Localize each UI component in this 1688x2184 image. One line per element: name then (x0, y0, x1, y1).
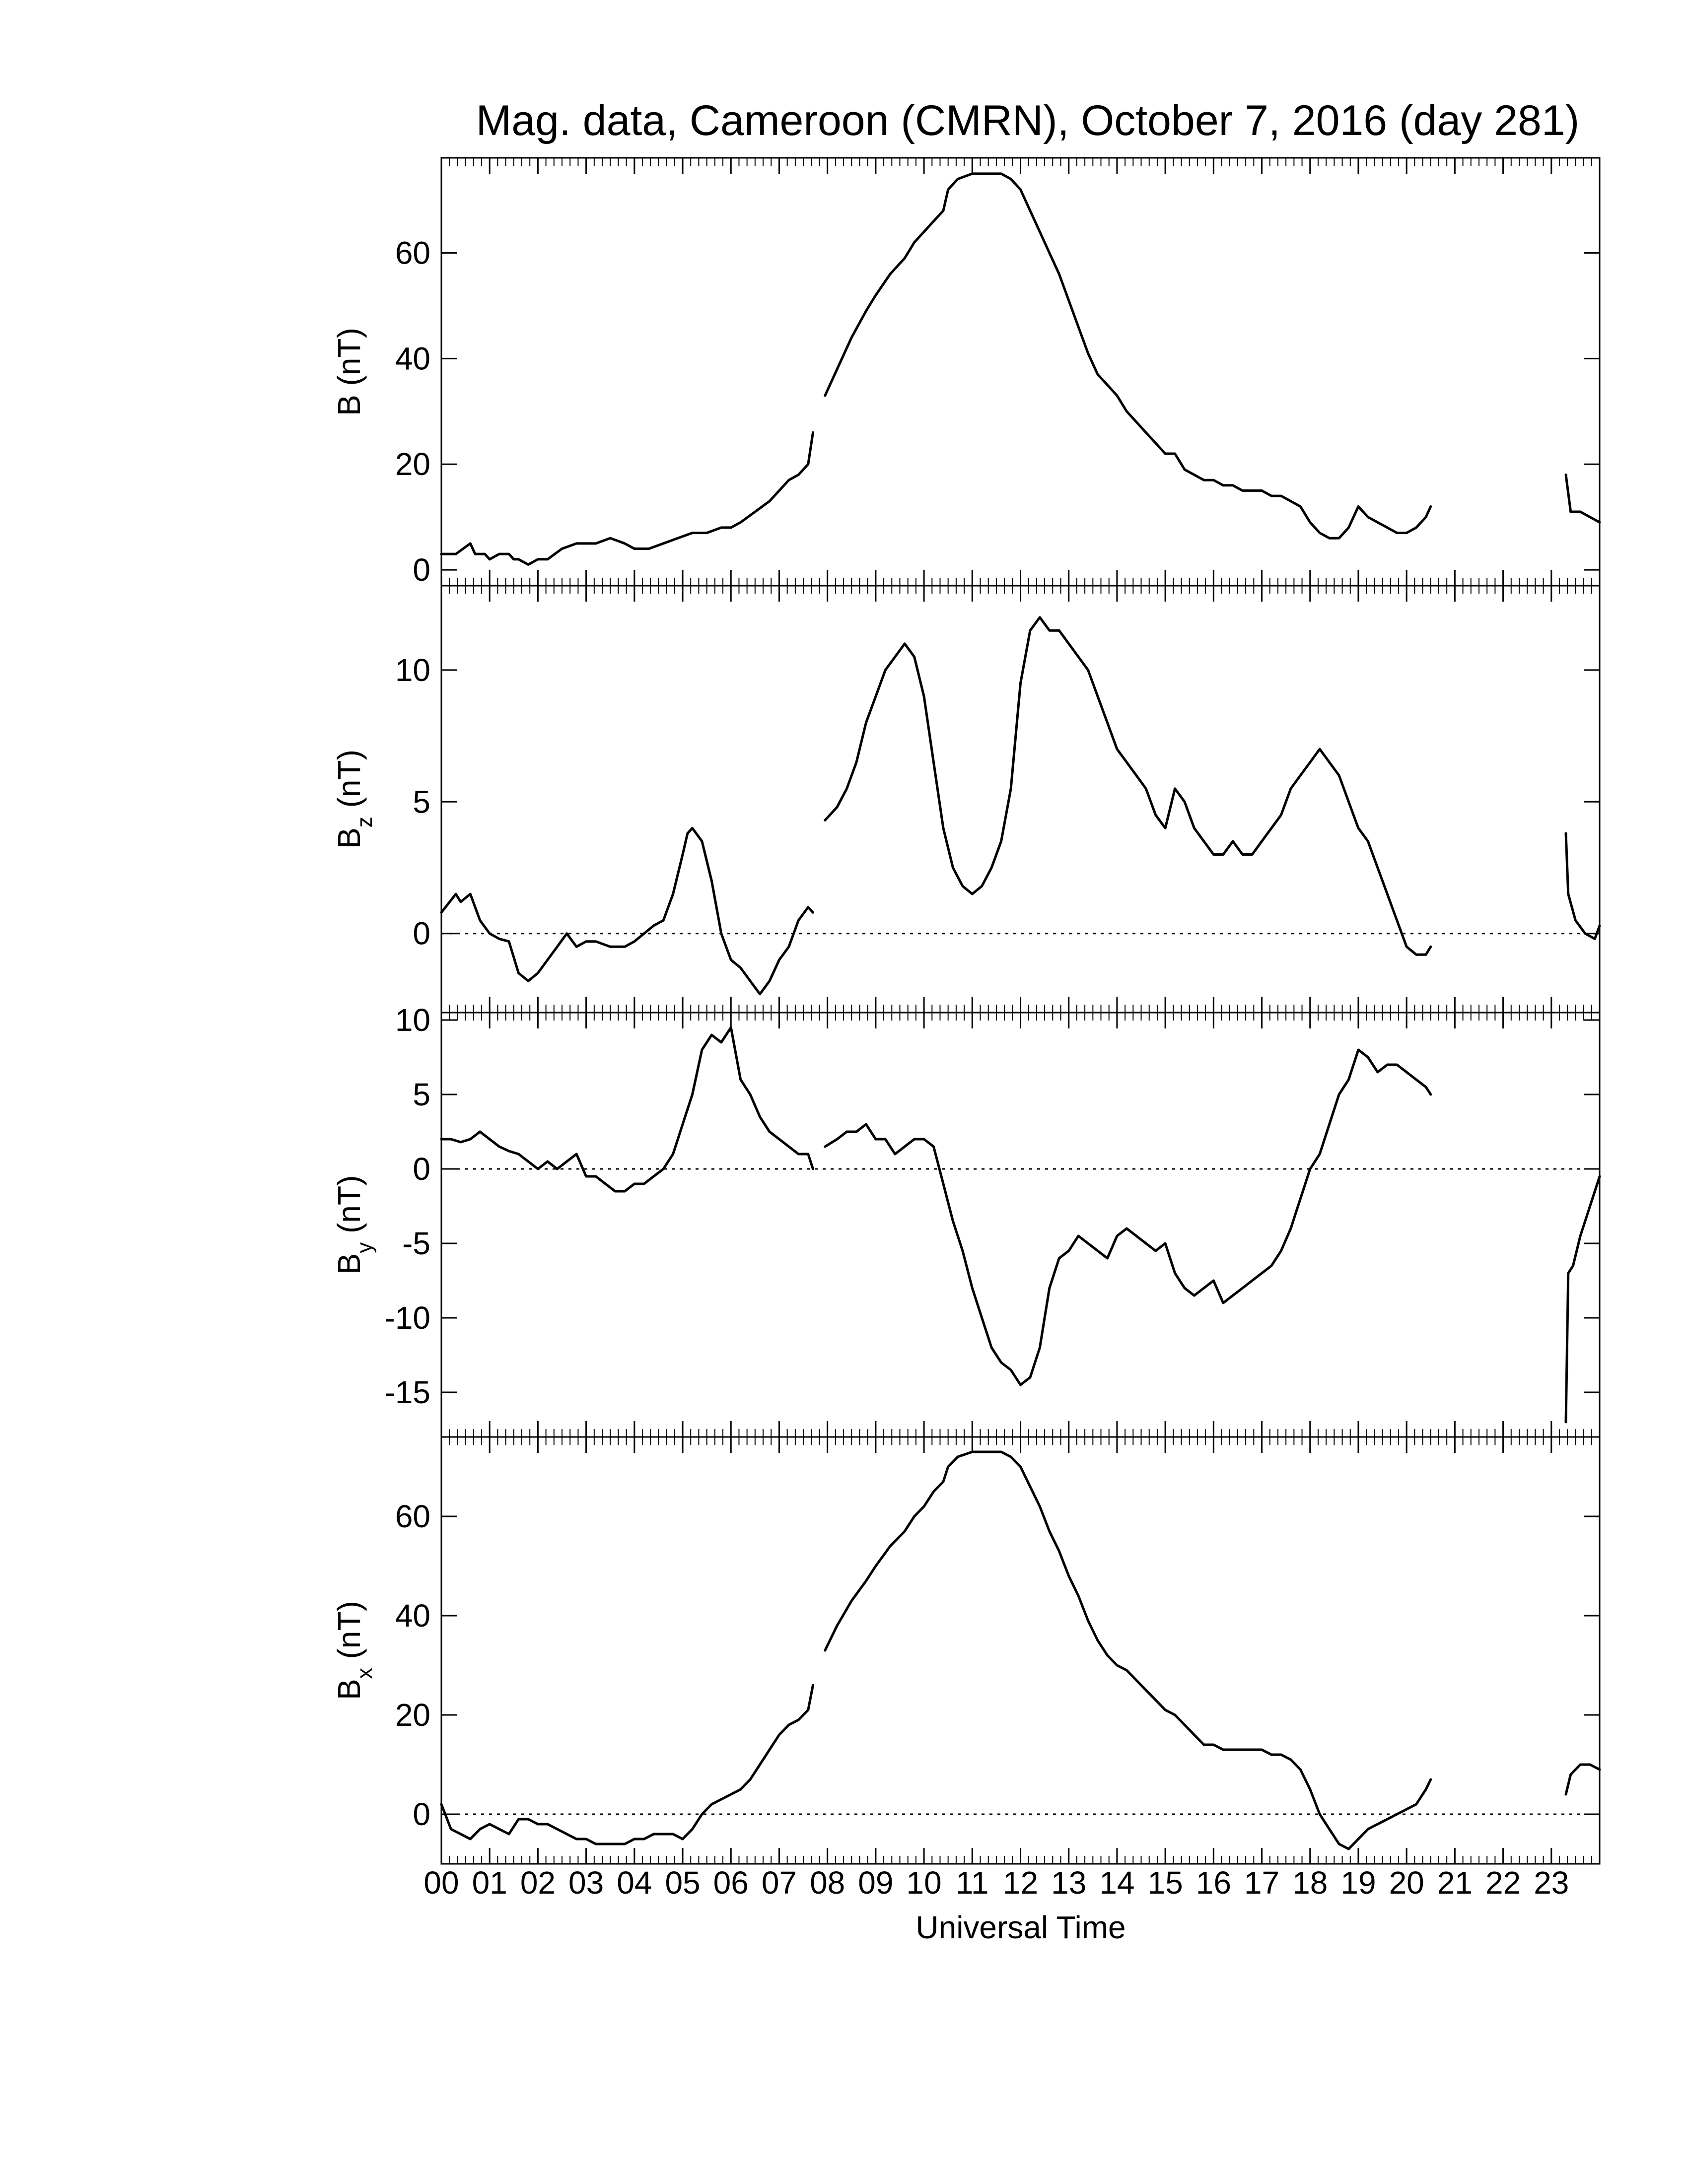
x-tick-label: 01 (472, 1865, 507, 1901)
y-axis-title-unit: (nT) (331, 328, 367, 395)
series-line-B (440, 431, 814, 566)
y-tick-label: 0 (413, 1796, 430, 1832)
y-tick-label: -10 (385, 1300, 431, 1336)
y-axis-title-main: B (331, 827, 367, 849)
x-tick-label: 16 (1196, 1865, 1231, 1901)
y-tick-label: -5 (402, 1226, 430, 1261)
y-axis-title-main: B (331, 395, 367, 416)
panel-frame (440, 157, 1601, 587)
y-axis-title-subscript: z (352, 817, 377, 827)
x-tick-label: 00 (423, 1865, 459, 1901)
series-line-By (824, 1048, 1432, 1386)
y-tick-label: 40 (395, 341, 430, 376)
x-tick-label: 20 (1389, 1865, 1424, 1901)
x-tick-label: 14 (1099, 1865, 1134, 1901)
y-axis-title: Bx (nT) (331, 1601, 377, 1700)
y-axis-title-main: B (331, 1679, 367, 1700)
x-tick-label: 07 (762, 1865, 797, 1901)
panel-frame (440, 1012, 1601, 1438)
x-tick-label: 08 (810, 1865, 845, 1901)
y-tick-label: -15 (385, 1374, 431, 1410)
x-tick-label: 12 (1003, 1865, 1038, 1901)
series-line-Bx (824, 1450, 1432, 1850)
panel-frame (440, 585, 1601, 1014)
x-tick-label: 04 (617, 1865, 652, 1901)
x-tick-label: 09 (858, 1865, 893, 1901)
y-axis-title: By (nT) (331, 1175, 377, 1275)
series-line-Bx (440, 1684, 814, 1845)
y-tick-label: 40 (395, 1598, 430, 1634)
series-line-B (1564, 474, 1601, 524)
y-tick-label: 20 (395, 446, 430, 482)
x-tick-label: 10 (906, 1865, 941, 1901)
series-line-Bz (1564, 832, 1601, 940)
y-tick-label: 10 (395, 1002, 430, 1038)
x-tick-label: 06 (713, 1865, 749, 1901)
x-tick-label: 05 (665, 1865, 700, 1901)
y-tick-label: 5 (413, 1077, 430, 1112)
y-axis-title-unit: (nT) (331, 1175, 367, 1242)
y-tick-label: 0 (413, 1151, 430, 1187)
y-tick-label: 10 (395, 652, 430, 688)
series-line-B (824, 172, 1432, 540)
panel-By: -15 -10 -5 0 5 10 By (nT) (331, 1002, 1601, 1438)
panel-frame (440, 1436, 1601, 1865)
figure-title: Mag. data, Cameroon (CMRN), October 7, 2… (476, 97, 1580, 144)
x-tick-label: 22 (1485, 1865, 1521, 1901)
x-tick-label: 17 (1244, 1865, 1279, 1901)
series-line-By (440, 1026, 814, 1193)
y-tick-label: 60 (395, 235, 430, 271)
y-tick-label: 60 (395, 1499, 430, 1534)
x-tick-label: 19 (1340, 1865, 1376, 1901)
y-axis-title-unit: (nT) (331, 750, 367, 817)
x-axis: 00 01 02 03 04 05 06 07 08 09 10 11 12 13 14 15 16 17 18 19… (423, 1865, 1569, 1901)
x-axis-title: Universal Time (915, 1910, 1125, 1945)
series-line-Bx (1564, 1763, 1601, 1796)
panel-Bz: 0 5 10 Bz (nT) (331, 585, 1601, 1014)
y-axis-title-main: B (331, 1253, 367, 1275)
x-tick-label: 15 (1148, 1865, 1183, 1901)
y-axis-title-unit: (nT) (331, 1601, 367, 1668)
panel-Bx: 0 20 40 60 Bx (nT) (331, 1436, 1601, 1865)
x-tick-label: 11 (956, 1865, 988, 1901)
x-tick-label: 13 (1051, 1865, 1086, 1901)
y-tick-label: 20 (395, 1697, 430, 1733)
panel-B: 0 20 40 60 B (nT) (331, 157, 1601, 588)
y-axis-title: B (nT) (331, 328, 367, 416)
x-tick-label: 03 (568, 1865, 604, 1901)
y-tick-label: 0 (413, 552, 430, 588)
y-axis-title: Bz (nT) (331, 750, 377, 849)
panels-group: 0 20 40 60 B (nT) 0 5 10 Bz (nT) -15 -10 -5 0 5 10 By (… (331, 157, 1601, 1865)
y-axis-title-subscript: y (352, 1242, 377, 1253)
y-tick-label: 0 (413, 916, 430, 952)
y-axis-title-subscript: x (352, 1668, 377, 1679)
series-line-Bz (824, 616, 1432, 956)
x-tick-label: 18 (1292, 1865, 1328, 1901)
x-tick-label: 21 (1437, 1865, 1473, 1901)
y-tick-label: 5 (413, 784, 430, 819)
x-tick-label: 02 (520, 1865, 556, 1901)
series-line-By (1564, 1175, 1601, 1424)
x-tick-label: 23 (1534, 1865, 1569, 1901)
series-line-Bz (440, 826, 814, 996)
